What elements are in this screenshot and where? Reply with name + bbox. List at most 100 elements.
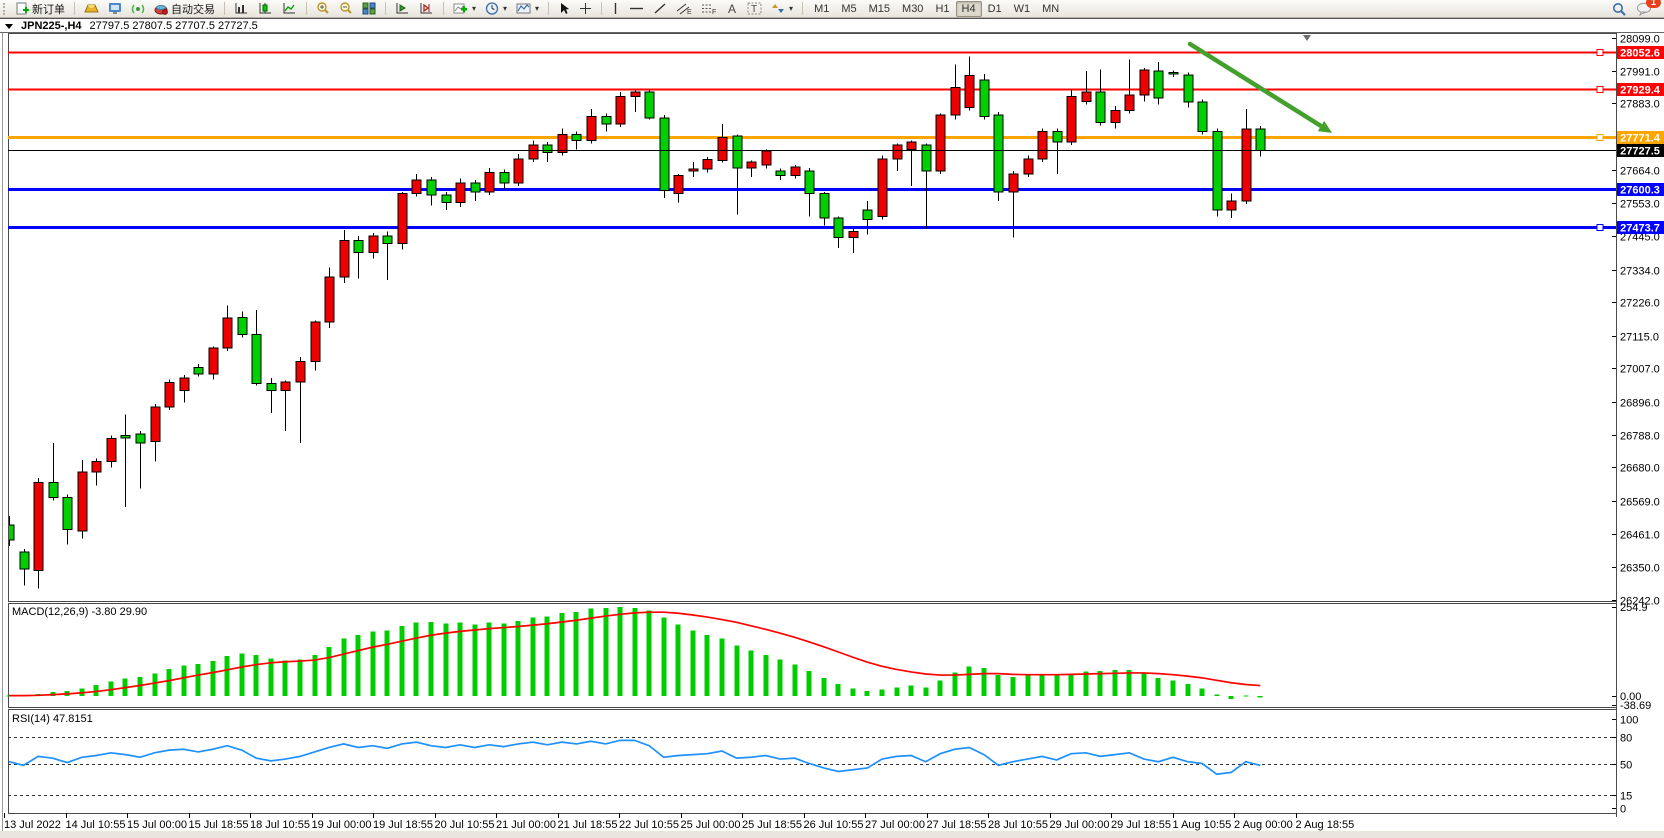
rsi-scale: 15	[1620, 791, 1632, 803]
price-tick: 26788.0	[1620, 431, 1660, 443]
date-tick: 19 Jul 00:00	[312, 819, 372, 831]
date-tick: 29 Jul 00:00	[1050, 819, 1110, 831]
rsi-scale: 80	[1620, 733, 1632, 745]
auto-scroll-button[interactable]	[391, 0, 414, 18]
line-chart-button[interactable]	[278, 0, 301, 18]
trend-arrow-head	[1317, 120, 1333, 133]
svg-text:A: A	[728, 2, 736, 15]
price-tick: 27007.0	[1620, 364, 1660, 376]
horizontal-line-button[interactable]	[625, 0, 648, 18]
templates-button[interactable]: ▾	[512, 0, 543, 18]
notification-badge: 1	[1646, 0, 1661, 8]
new-order-label: 新订单	[32, 3, 65, 16]
date-tick: 1 Aug 10:55	[1173, 819, 1232, 831]
text-label-button[interactable]: T	[743, 0, 766, 18]
timeframe-group: M1 M5 M15 M30 H1 H4 D1 W1 MN	[808, 0, 1065, 17]
date-tick: 26 Jul 10:55	[804, 819, 864, 831]
tf-button-D1[interactable]: D1	[987, 2, 1002, 15]
hline-handle	[1596, 86, 1604, 93]
equidistant-channel-button[interactable]: E	[672, 0, 696, 18]
text-icon: A	[726, 2, 738, 15]
trend-arrow[interactable]	[1187, 41, 1324, 129]
hline-badge: 27473.7	[1620, 223, 1660, 235]
crosshair-button[interactable]	[575, 0, 596, 18]
template-icon	[516, 2, 531, 15]
market-watch-button[interactable]	[104, 0, 126, 18]
separator	[306, 2, 307, 15]
tf-button-M1[interactable]: M1	[814, 2, 830, 15]
date-tick: 13 Jul 2022	[4, 819, 61, 831]
price-tick: 26569.0	[1620, 497, 1660, 509]
rsi-label: RSI(14) 47.8151	[12, 713, 93, 725]
chart-shift-marker[interactable]	[1303, 35, 1311, 41]
chat-button[interactable]: 1	[1632, 0, 1661, 18]
separator	[443, 2, 444, 15]
date-tick: 15 Jul 18:55	[189, 819, 249, 831]
price-tick: 27883.0	[1620, 99, 1660, 111]
date-tick: 29 Jul 18:55	[1111, 819, 1171, 831]
macd-signal-line	[9, 611, 1261, 697]
chart-menu-icon[interactable]	[5, 23, 13, 29]
clock-icon	[485, 2, 499, 15]
toolbar-grip[interactable]	[3, 2, 8, 15]
date-tick: 27 Jul 18:55	[927, 819, 987, 831]
autotrading-button[interactable]: 自动交易	[150, 0, 219, 18]
periods-button[interactable]: ▾	[481, 0, 511, 18]
rsi-scale: 100	[1620, 715, 1638, 727]
cursor-icon	[558, 2, 570, 15]
ohlc-readout: 27797.5 27807.5 27707.5 27727.5	[89, 19, 258, 32]
text-button[interactable]: A	[722, 0, 742, 18]
tf-button-M5[interactable]: M5	[841, 2, 857, 15]
price-tick: 26461.0	[1620, 530, 1660, 542]
zoom-in-button[interactable]	[312, 0, 334, 18]
bid-price-badge: 27727.5	[1620, 146, 1660, 158]
fibonacci-button[interactable]: F	[697, 0, 721, 18]
tf-button-H4[interactable]: H4	[955, 0, 982, 17]
macd-scale: 254.9	[1620, 602, 1648, 614]
tile-windows-icon	[362, 2, 376, 15]
tf-button-M15[interactable]: M15	[868, 2, 891, 15]
candlestick-icon	[258, 2, 273, 15]
gold-button[interactable]	[80, 0, 103, 18]
macd-label: MACD(12,26,9) -3.80 29.90	[12, 606, 147, 618]
dropdown-arrow-icon: ▾	[789, 4, 794, 13]
price-tick: 26242.0	[1620, 596, 1660, 608]
trendline-icon	[653, 2, 667, 15]
tf-button-MN[interactable]: MN	[1042, 2, 1060, 15]
zoom-out-button[interactable]	[335, 0, 357, 18]
search-button[interactable]	[1608, 0, 1631, 18]
trendline-button[interactable]	[649, 0, 671, 18]
vertical-line-button[interactable]	[607, 0, 624, 18]
date-tick: 18 Jul 10:55	[250, 819, 310, 831]
date-tick: 27 Jul 00:00	[865, 819, 925, 831]
tf-button-M30[interactable]: M30	[902, 2, 924, 15]
hline-badge: 27929.4	[1620, 85, 1661, 97]
signals-button[interactable]	[127, 0, 149, 18]
macd-scale: -38.69	[1620, 700, 1651, 712]
date-tick: 2 Aug 00:00	[1234, 819, 1293, 831]
svg-text:F: F	[712, 9, 716, 15]
dropdown-arrow-icon: ▾	[535, 4, 540, 13]
hline-badge: 27600.3	[1620, 185, 1660, 197]
date-tick: 14 Jul 10:55	[66, 819, 126, 831]
tile-windows-button[interactable]	[358, 0, 380, 18]
arrows-icon	[771, 2, 785, 15]
hline-handle	[1596, 224, 1604, 231]
tf-button-W1[interactable]: W1	[1013, 2, 1031, 15]
price-tick: 26680.0	[1620, 463, 1660, 475]
autotrading-label: 自动交易	[171, 3, 215, 16]
new-order-button[interactable]: 新订单	[12, 0, 69, 18]
tf-button-H1[interactable]: H1	[935, 2, 950, 15]
indicators-button[interactable]: ▾	[449, 0, 480, 18]
candlestick-button[interactable]	[254, 0, 277, 18]
bar-chart-button[interactable]	[230, 0, 253, 18]
crosshair-icon	[579, 2, 592, 15]
chart-canvas[interactable]: 28099.0 27991.0 27883.0 27664.0 27553.0 27445…	[0, 33, 1664, 838]
separator	[385, 2, 386, 15]
cursor-button[interactable]	[554, 0, 574, 18]
chart-shift-button[interactable]	[415, 0, 438, 18]
svg-text:E: E	[687, 9, 692, 15]
monitor-icon	[108, 2, 122, 15]
shapes-button[interactable]: ▾	[767, 0, 797, 18]
separator	[548, 2, 550, 15]
